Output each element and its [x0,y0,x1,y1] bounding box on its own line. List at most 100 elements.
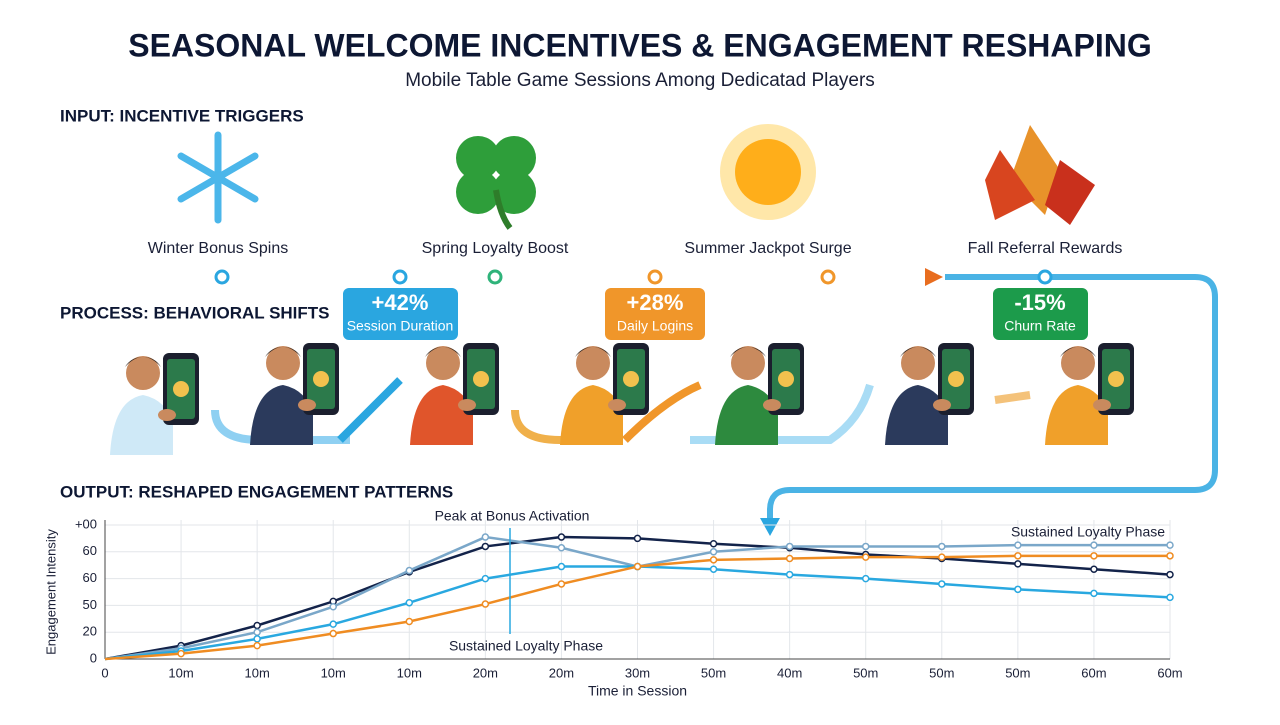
badge-label: Session Duration [347,318,454,334]
point [405,598,414,607]
point [709,548,718,556]
point [253,621,261,630]
point [329,629,337,638]
point [481,533,490,541]
point [405,617,414,626]
trigger-label: Summer Jackpot Surge [684,240,851,257]
point [633,562,642,571]
point [177,649,185,658]
point [861,574,870,583]
point [709,565,718,573]
x-tick-label: 50m [929,665,954,680]
point [633,534,642,543]
x-tick-label: 10m [168,665,193,680]
x-tick-label: 50m [701,665,726,680]
badge-value: +42% [372,290,429,315]
sun-icon [720,124,816,220]
point [785,542,794,551]
annotation: Peak at Bonus Activation [435,508,590,524]
section-heading: PROCESS: BEHAVIORAL SHIFTS [60,303,330,322]
x-tick-label: 50m [853,665,878,680]
badge-label: Daily Logins [617,318,693,334]
point [253,641,261,650]
badge [343,288,458,340]
point [253,628,261,636]
point [1090,565,1098,573]
section-heading: OUTPUT: RESHAPED ENGAGEMENT PATTERNS [60,482,453,501]
trigger-label: Winter Bonus Spins [148,240,289,257]
x-axis-label: Time in Session [588,683,687,699]
point [405,566,414,575]
x-tick-label: 40m [777,665,802,680]
flow-nodes [214,269,1053,285]
x-tick-label: 60m [1081,665,1106,680]
x-tick-label: 30m [625,665,650,680]
point [481,574,490,583]
badge-value: -15% [1014,290,1065,315]
point [938,542,946,551]
clover-icon [456,136,536,230]
point [1090,552,1098,560]
point [785,554,794,563]
y-tick-label: 20 [83,624,97,639]
snowflake-icon [177,131,259,224]
point [329,602,337,611]
point [861,542,870,551]
point [1090,589,1098,598]
badge-value: +28% [627,290,684,315]
point [709,540,718,548]
x-tick-label: 20m [549,665,574,680]
subtitle: Mobile Table Game Sessions Among Dedicat… [405,70,875,91]
badge [605,288,705,340]
point [1166,593,1174,602]
flow-loop [767,274,1218,520]
point [481,600,490,608]
point [938,553,946,561]
y-axis-label: Engagement Intensity [43,529,58,655]
x-tick-label: 50m [1005,665,1030,680]
point [1014,541,1022,549]
y-tick-label: 60 [83,570,97,585]
trigger-label: Fall Referral Rewards [968,240,1123,257]
trigger-label: Spring Loyalty Boost [422,240,569,257]
point [329,620,337,628]
point [861,553,870,561]
badge-label: Churn Rate [1004,318,1076,334]
leaves-icon [985,125,1095,225]
point [709,556,718,564]
y-tick-label: 50 [83,597,97,612]
title: SEASONAL WELCOME INCENTIVES & ENGAGEMENT… [128,27,1152,63]
y-tick-label: 0 [90,650,97,665]
section-heading: INPUT: INCENTIVE TRIGGERS [60,106,304,125]
point [785,570,794,579]
players [110,343,1134,455]
annotation: Sustained Loyalty Phase [1011,524,1165,540]
point [253,635,261,643]
x-tick-label: 60m [1157,665,1182,680]
point [1166,570,1174,579]
y-tick-label: +00 [75,516,97,531]
badge [993,288,1088,340]
point [481,542,490,551]
point [557,562,566,571]
point [557,544,566,552]
flow-arrow [760,518,780,536]
x-tick-label: 10m [321,665,346,680]
point [1014,552,1022,560]
point [1166,552,1174,560]
point [1014,585,1022,594]
annotation: Sustained Loyalty Phase [449,638,603,654]
point [557,533,566,541]
flow-arrow [925,268,943,286]
x-tick-label: 10m [397,665,422,680]
point [1090,541,1098,549]
x-tick-label: 0 [101,665,108,680]
x-tick-label: 10m [244,665,269,680]
point [557,580,566,588]
point [1014,560,1022,568]
point [938,580,946,588]
line-chart: 0 20 50 60 60 +00 0 10m 10m 10m 10m 20m 20m 30m 50m 40m… [43,508,1182,699]
point [1166,541,1174,549]
x-tick-label: 20m [473,665,498,680]
